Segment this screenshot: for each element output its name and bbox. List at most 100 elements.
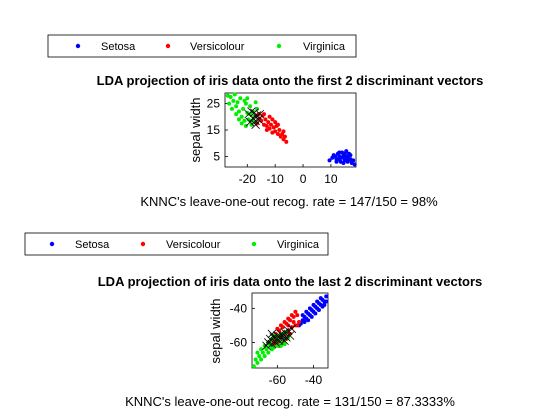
- chart-1-point-virginica: [241, 106, 246, 111]
- chart-1-point-virginica: [236, 109, 241, 114]
- chart-2-point-misclassified: [278, 331, 288, 340]
- legend-2-label-setosa: Setosa: [75, 239, 110, 251]
- chart-1-xtick-label: 10: [324, 172, 338, 186]
- chart-1-xlabel: KNNC's leave-one-out recog. rate = 147/1…: [140, 194, 438, 209]
- chart-2-xtick-label: -60: [269, 373, 287, 387]
- chart-2-point-versicolour: [293, 309, 298, 314]
- chart-2-point-setosa: [302, 319, 307, 324]
- chart-1-point-misclassified: [245, 117, 255, 127]
- chart-1-point-setosa: [352, 162, 357, 167]
- chart-2-point-setosa: [318, 296, 323, 301]
- chart-2-point-virginica: [282, 342, 287, 347]
- chart-1-point-versicolour: [281, 129, 286, 134]
- legend-2-marker-versicolour: [140, 241, 146, 247]
- chart-2-point-virginica: [262, 354, 267, 359]
- chart-1-point-setosa: [342, 154, 347, 159]
- chart-1-point-virginica: [234, 104, 239, 109]
- chart-1-point-setosa: [341, 161, 346, 166]
- chart-2-point-versicolour: [275, 326, 280, 331]
- chart-2-axes-box: [251, 292, 329, 369]
- chart-2-point-misclassified: [287, 324, 297, 334]
- legend-2-label-virginica: Virginica: [277, 239, 320, 251]
- chart-1-point-misclassified: [251, 120, 260, 129]
- chart-2-point-virginica: [260, 350, 265, 355]
- legend-1-label-versicolour: Versicolour: [190, 41, 245, 53]
- chart-1-point-setosa: [337, 157, 342, 162]
- chart-2-point-versicolour: [289, 313, 294, 318]
- chart-2-point-setosa: [304, 309, 309, 314]
- chart-1-ytick-label: 15: [207, 123, 221, 137]
- legend-2: Setosa Versicolour Virginica: [24, 232, 329, 256]
- chart-2-point-virginica: [278, 343, 283, 348]
- chart-1-point-setosa: [351, 158, 356, 163]
- chart-1-point-versicolour: [264, 124, 269, 129]
- chart-1-point-misclassified: [254, 115, 263, 124]
- chart-2-point-virginica: [255, 360, 260, 365]
- chart-1-ylabel: sepal width: [188, 97, 203, 162]
- chart-2-point-setosa: [313, 311, 318, 316]
- chart-2-point-versicolour: [282, 319, 287, 324]
- chart-1-point-virginica: [253, 100, 258, 105]
- chart-2-point-virginica: [269, 347, 274, 352]
- chart-2-point-setosa: [315, 299, 320, 304]
- chart-2-xlabel: KNNC's leave-one-out recog. rate = 131/1…: [125, 394, 455, 409]
- legend-1-label-setosa: Setosa: [101, 41, 136, 53]
- chart-1-point-versicolour: [268, 122, 273, 127]
- chart-2-point-setosa: [307, 306, 312, 311]
- legend-1-marker-virginica: [276, 43, 282, 49]
- chart-1-point-setosa: [334, 159, 339, 164]
- chart-2-point-misclassified: [280, 336, 289, 346]
- chart-1-point-versicolour: [277, 128, 282, 132]
- chart-1-point-setosa: [337, 150, 342, 155]
- chart-1-point-virginica: [242, 98, 247, 103]
- chart-1-xtick-label: 0: [300, 172, 307, 186]
- legend-2-marker-virginica: [251, 241, 257, 247]
- chart-1-point-virginica: [228, 94, 233, 99]
- chart-1-point-versicolour: [267, 114, 272, 119]
- chart-1-point-virginica: [248, 112, 253, 117]
- chart-1-point-virginica: [255, 106, 260, 111]
- chart-1-point-versicolour: [263, 117, 268, 122]
- chart-1-point-misclassified: [247, 107, 256, 116]
- chart-1-ytick-label: 5: [213, 149, 220, 163]
- legend-2-label-versicolour: Versicolour: [166, 239, 221, 251]
- chart-2-point-virginica: [255, 350, 260, 355]
- chart-2-point-virginica: [253, 357, 258, 362]
- chart-2-point-setosa: [306, 318, 311, 323]
- chart-2-point-versicolour: [291, 319, 296, 324]
- chart-2-point-versicolour: [278, 323, 283, 328]
- legend-1-box: [47, 34, 357, 58]
- chart-2-point-setosa: [309, 314, 314, 319]
- chart-1-point-virginica: [227, 101, 232, 106]
- chart-1-point-versicolour: [270, 117, 275, 122]
- legend-2-box: [24, 232, 329, 256]
- chart-1-point-setosa: [344, 149, 349, 154]
- chart-1-point-virginica: [232, 92, 237, 97]
- chart-1-point-misclassified: [255, 109, 265, 119]
- chart-1-point-virginica: [246, 117, 251, 122]
- chart-1-ytick-label: 25: [207, 97, 221, 111]
- chart-1-point-setosa: [348, 153, 353, 158]
- chart-1-point-setosa: [345, 157, 350, 162]
- legend-1-marker-versicolour: [165, 43, 171, 49]
- chart-2-ylabel: sepal width: [208, 298, 223, 363]
- chart-1-xtick-label: -20: [239, 172, 257, 186]
- chart-1-point-setosa: [327, 158, 332, 163]
- chart-1-point-misclassified: [251, 116, 260, 126]
- chart-2-point-versicolour: [297, 319, 302, 324]
- chart-1-point-setosa: [333, 154, 338, 159]
- chart-2-point-setosa: [300, 313, 305, 318]
- legend-2-marker-setosa: [49, 241, 55, 247]
- chart-1-point-versicolour: [262, 112, 267, 117]
- chart-2-point-versicolour: [295, 323, 300, 328]
- legend-1-label-virginica: Virginica: [303, 41, 346, 53]
- chart-1-point-versicolour: [275, 131, 280, 136]
- chart-2-point-virginica: [257, 354, 262, 359]
- chart-2-ytick-label: -60: [230, 335, 248, 349]
- chart-1-point-versicolour: [264, 128, 269, 132]
- chart-1-point-versicolour: [275, 122, 280, 127]
- chart-1-point-virginica: [234, 112, 239, 117]
- chart-1-point-virginica: [242, 118, 247, 123]
- chart-2-point-misclassified: [267, 329, 277, 339]
